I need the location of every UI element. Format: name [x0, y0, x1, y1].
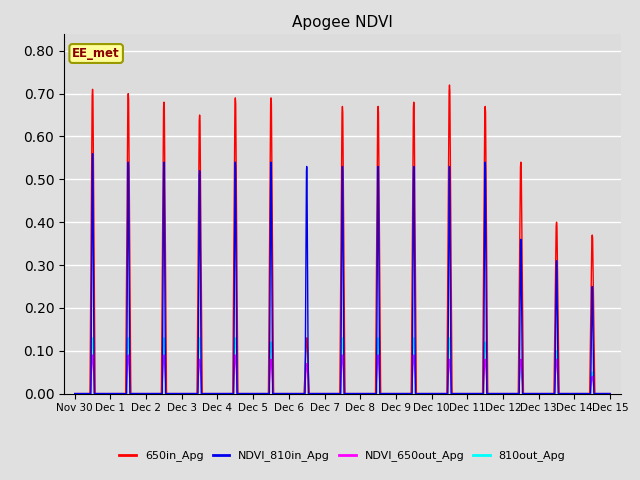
Text: EE_met: EE_met: [72, 47, 120, 60]
Legend: 650in_Apg, NDVI_810in_Apg, NDVI_650out_Apg, 810out_Apg: 650in_Apg, NDVI_810in_Apg, NDVI_650out_A…: [115, 446, 570, 466]
Title: Apogee NDVI: Apogee NDVI: [292, 15, 393, 30]
